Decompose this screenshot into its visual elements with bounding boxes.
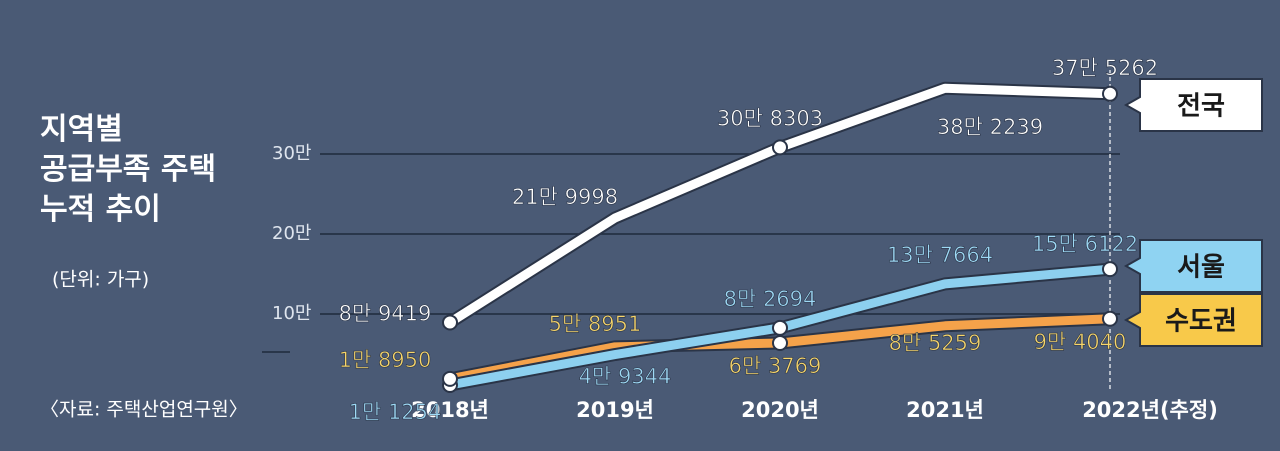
point xyxy=(1102,85,1118,102)
value-label: 8만 5259 xyxy=(889,331,982,355)
y-tick-label: 10만 xyxy=(272,303,311,324)
value-label: 15만 6122 xyxy=(1032,232,1138,256)
x-tick-label: 2022년(추정) xyxy=(1082,398,1218,422)
point xyxy=(1102,310,1118,327)
y-tick-label: 30만 xyxy=(272,143,311,164)
value-label: 5만 8951 xyxy=(549,312,642,336)
x-tick-label: 2019년 xyxy=(576,398,654,422)
legend-box xyxy=(1123,78,1263,132)
source: 〈자료: 주택산업연구원〉 xyxy=(40,399,248,421)
value-label: 8만 2694 xyxy=(724,287,817,311)
value-label: 4만 9344 xyxy=(579,365,672,389)
point xyxy=(772,139,788,156)
legend-label: 수도권 xyxy=(1165,307,1237,337)
point xyxy=(442,370,458,387)
value-label: 8만 9419 xyxy=(339,301,432,325)
value-label: 37만 5262 xyxy=(1052,56,1158,80)
value-label: 21만 9998 xyxy=(512,185,618,209)
value-label: 6만 3769 xyxy=(729,354,822,378)
value-label: 9만 4040 xyxy=(1034,330,1127,354)
value-label: 30만 8303 xyxy=(717,106,823,130)
value-label: 13만 7664 xyxy=(887,243,993,267)
point xyxy=(1102,261,1118,278)
y-tick-label: 20만 xyxy=(272,223,311,244)
legend-box xyxy=(1123,239,1263,293)
chart-title-text: 지역별 공급부족 주택 누적 추이 xyxy=(40,112,216,227)
x-tick-label: 2021년 xyxy=(906,398,984,422)
legend-label: 전국 xyxy=(1177,92,1225,122)
chart-title: 지역별 공급부족 주택 누적 추이 xyxy=(40,112,216,227)
x-tick-label: 2020년 xyxy=(741,398,819,422)
legend-label: 서울 xyxy=(1177,253,1225,283)
value-label: 1만 1254 xyxy=(349,400,442,424)
point xyxy=(772,319,788,336)
x-tick-label: 2018년 xyxy=(411,398,489,422)
point xyxy=(772,334,788,351)
point xyxy=(442,314,458,331)
legend-box xyxy=(1123,293,1263,347)
value-label: 38만 2239 xyxy=(937,115,1043,139)
subtitle: (단위: 가구) xyxy=(52,269,149,291)
value-label: 1만 8950 xyxy=(339,348,432,372)
